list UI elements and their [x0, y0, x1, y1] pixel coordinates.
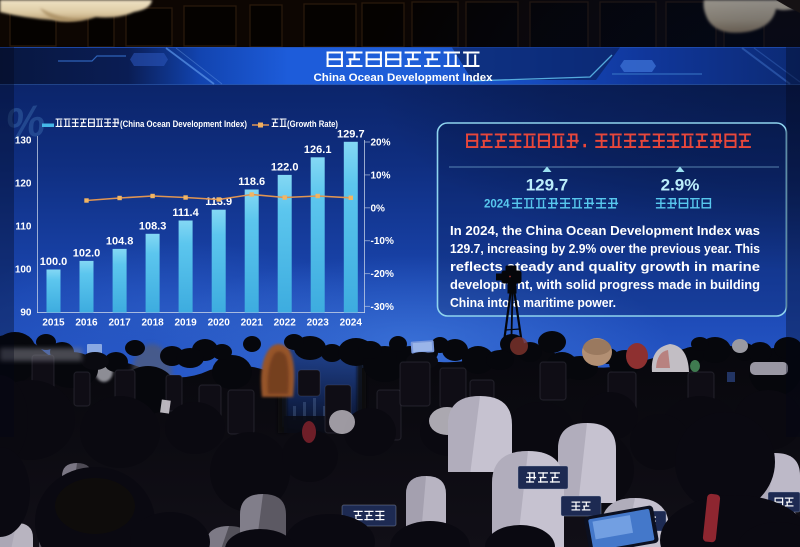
svg-text:In 2024, the China Ocean Devel: In 2024, the China Ocean Development Ind… [450, 224, 760, 238]
svg-text:development, with solid progre: development, with solid progress made in… [450, 278, 760, 292]
svg-text:120: 120 [15, 179, 32, 190]
svg-text:2018: 2018 [141, 318, 164, 329]
svg-text:10%: 10% [371, 170, 391, 181]
svg-text:102.0: 102.0 [73, 247, 101, 259]
svg-text:2019: 2019 [174, 318, 197, 329]
svg-text:2020: 2020 [208, 318, 231, 329]
svg-text:20%: 20% [371, 138, 391, 149]
svg-text:2015: 2015 [42, 318, 65, 329]
svg-text:2024: 2024 [484, 199, 510, 211]
svg-text:2016: 2016 [75, 318, 98, 329]
svg-text:100.0: 100.0 [40, 256, 68, 268]
svg-text:118.6: 118.6 [238, 176, 265, 188]
svg-text:108.3: 108.3 [139, 220, 167, 232]
svg-text:2024: 2024 [340, 318, 363, 329]
svg-text:-10%: -10% [371, 236, 394, 247]
svg-text:-30%: -30% [371, 302, 394, 313]
svg-text:2021: 2021 [241, 318, 264, 329]
svg-text:-20%: -20% [371, 269, 394, 280]
svg-text:(Growth Rate): (Growth Rate) [287, 119, 338, 129]
svg-text:2023: 2023 [307, 318, 330, 329]
svg-text:2022: 2022 [274, 318, 297, 329]
svg-text:90: 90 [20, 308, 32, 319]
svg-text:129.7, increasing by 2.9% over: 129.7, increasing by 2.9% over the previ… [450, 242, 760, 256]
svg-text:129.7: 129.7 [526, 176, 569, 195]
svg-text:%: % [3, 96, 49, 150]
svg-text:129.7: 129.7 [337, 128, 365, 140]
svg-text:110: 110 [15, 222, 32, 233]
svg-text:126.1: 126.1 [304, 144, 332, 156]
svg-text:0%: 0% [371, 203, 386, 214]
svg-text:China into a maritime power.: China into a maritime power. [450, 296, 616, 310]
svg-text:104.8: 104.8 [106, 235, 134, 247]
svg-text:100: 100 [15, 265, 32, 276]
svg-text:2017: 2017 [108, 318, 131, 329]
svg-text:2.9%: 2.9% [661, 176, 700, 195]
svg-text:China Ocean Development Index: China Ocean Development Index [314, 72, 494, 84]
svg-text:122.0: 122.0 [271, 161, 299, 173]
svg-text:reflects steady and quality gr: reflects steady and quality growth in ma… [450, 260, 760, 274]
svg-text:111.4: 111.4 [172, 207, 199, 219]
svg-text:(China Ocean Development Index: (China Ocean Development Index) [120, 119, 247, 129]
svg-text:130: 130 [15, 136, 32, 147]
